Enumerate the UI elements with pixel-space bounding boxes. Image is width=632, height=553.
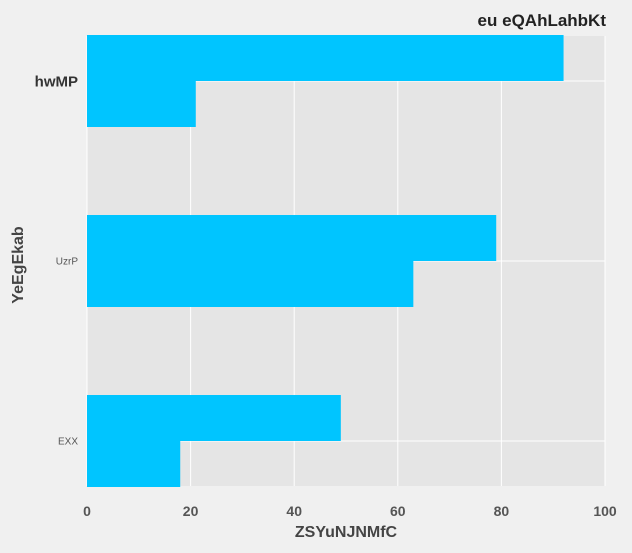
bar-EXX-series-2 (87, 441, 181, 487)
x-tick-labels: 0 20 40 60 80 100 (83, 503, 617, 519)
x-axis-label: ZSYuNJNMfC (295, 524, 398, 541)
x-tick-label: 0 (83, 503, 91, 519)
y-tick-label: UzrP (56, 257, 79, 268)
y-tick-label: EXX (58, 437, 78, 448)
bar-hwMP-series-2 (87, 81, 196, 127)
y-tick-label: hwMP (35, 73, 78, 90)
y-tick-labels: hwMP UzrP EXX (35, 73, 79, 447)
bar-UzrP-series-2 (87, 261, 414, 307)
x-tick-label: 20 (183, 503, 199, 519)
x-tick-label: 100 (593, 503, 617, 519)
bar-EXX-series-1 (87, 395, 341, 441)
bars (87, 35, 564, 487)
x-tick-label: 80 (494, 503, 510, 519)
y-axis-label: YeEgEkab (10, 226, 27, 304)
chart-title: eu eQAhLahbKt (478, 11, 607, 30)
bar-UzrP-series-1 (87, 215, 497, 261)
bar-hwMP-series-1 (87, 35, 564, 81)
x-tick-label: 40 (286, 503, 302, 519)
x-tick-label: 60 (390, 503, 406, 519)
